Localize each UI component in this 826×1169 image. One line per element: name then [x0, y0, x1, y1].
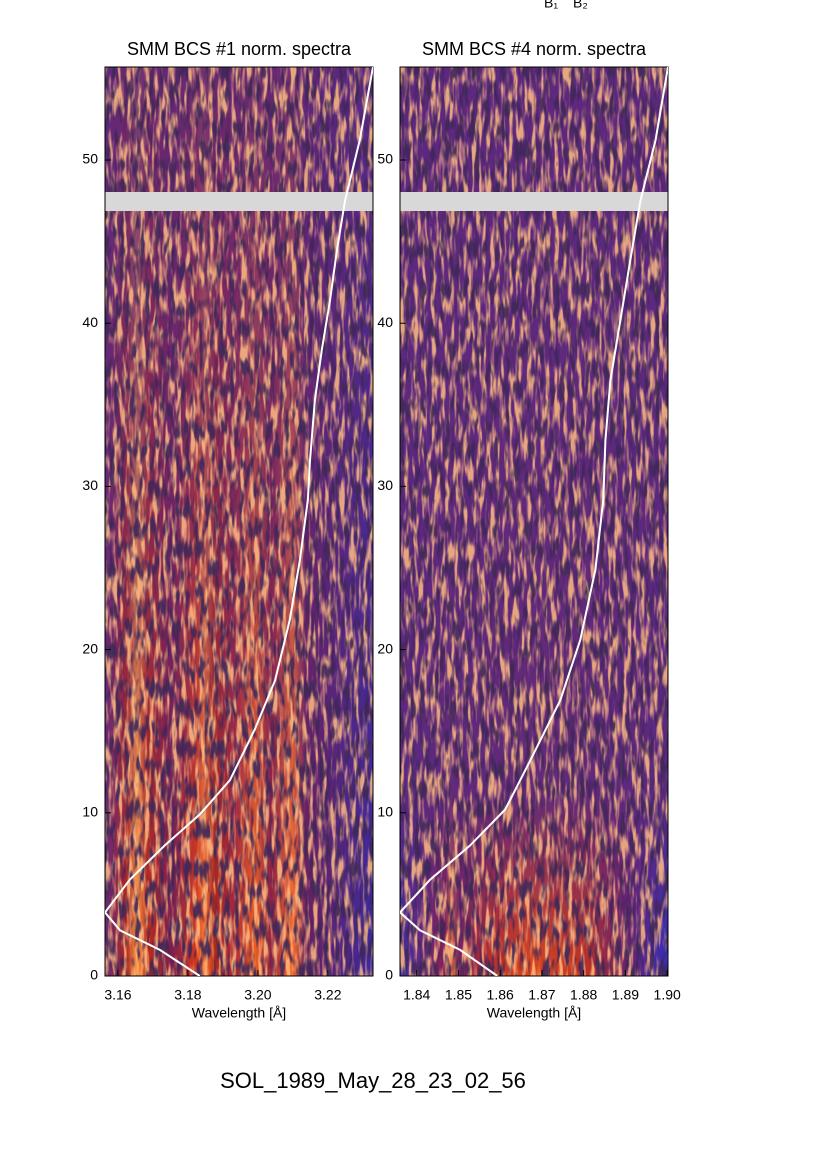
y-tick-label: 0	[90, 967, 98, 983]
frame	[399, 66, 669, 977]
x-tick-label: 1.89	[612, 987, 639, 1003]
x-tick-label: 3.22	[314, 987, 341, 1003]
panel-title: SMM BCS #4 norm. spectra	[422, 39, 647, 59]
annotation: B₂	[573, 0, 588, 11]
y-tick-label: 10	[82, 804, 98, 820]
x-tick-label: 1.87	[528, 987, 555, 1003]
y-tick-label: 20	[377, 640, 393, 656]
y-tick-label: 40	[82, 314, 98, 330]
y-tick-label: 0	[385, 967, 393, 983]
y-tick-label: 20	[82, 640, 98, 656]
x-tick-label: 3.18	[174, 987, 201, 1003]
x-axis-label: Wavelength [Å]	[487, 1005, 581, 1021]
data-gap	[400, 192, 668, 211]
x-axis-label: Wavelength [Å]	[192, 1005, 286, 1021]
annotation: B₁	[544, 0, 558, 11]
x-tick-label: 1.88	[570, 987, 597, 1003]
light-curve	[105, 67, 373, 976]
y-tick-label: 40	[377, 314, 393, 330]
x-tick-label: 1.86	[487, 987, 514, 1003]
spectrogram	[105, 67, 373, 976]
y-tick-label: 30	[377, 477, 393, 493]
x-tick-label: 1.90	[654, 987, 681, 1003]
x-tick-label: 3.20	[244, 987, 271, 1003]
y-tick-label: 50	[377, 151, 393, 167]
x-tick-label: 1.84	[403, 987, 430, 1003]
frame	[104, 66, 374, 977]
noise-dark	[400, 67, 668, 976]
y-tick-label: 10	[377, 804, 393, 820]
footer-title: SOL_1989_May_28_23_02_56	[220, 1068, 526, 1093]
light-curve	[400, 67, 668, 976]
y-tick-label: 50	[82, 151, 98, 167]
x-tick-label: 1.85	[445, 987, 472, 1003]
panel-title: SMM BCS #1 norm. spectra	[127, 39, 352, 59]
spectrogram	[400, 67, 668, 976]
noise-dark	[105, 67, 373, 976]
data-gap	[105, 192, 373, 211]
y-tick-label: 30	[82, 477, 98, 493]
x-tick-label: 3.16	[104, 987, 131, 1003]
